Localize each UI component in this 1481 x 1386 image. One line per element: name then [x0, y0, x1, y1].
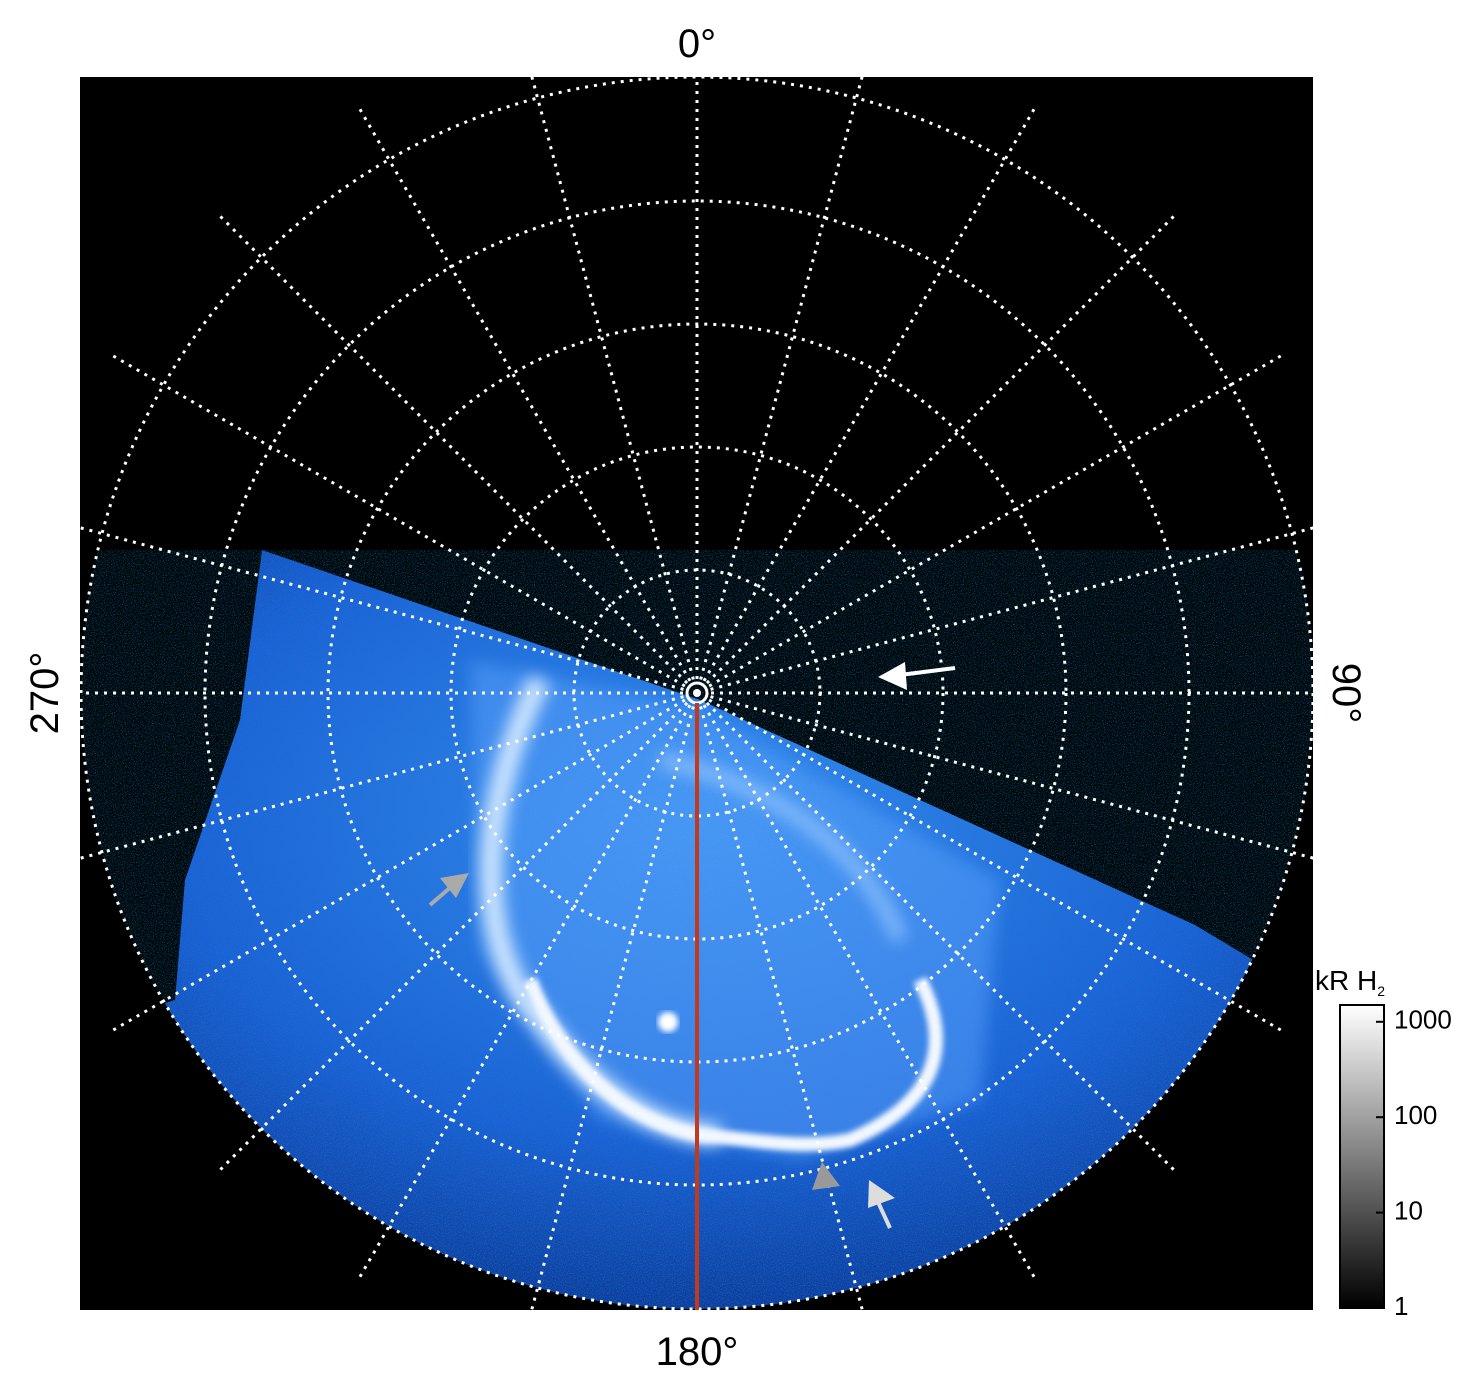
- meridian-line: [705, 211, 1179, 685]
- meridian-line: [355, 103, 692, 682]
- meridian-line: [530, 706, 695, 1310]
- meridian-line: [80, 695, 684, 860]
- meridian-line: [699, 77, 864, 680]
- colorbar-title-subscript: 2: [1377, 983, 1385, 999]
- meridian-line: [710, 695, 1313, 860]
- pole-dot: [693, 689, 701, 697]
- meridian-line: [710, 526, 1313, 691]
- meridian-line: [530, 77, 695, 680]
- colorbar-tick-label: 10: [1394, 1195, 1423, 1225]
- meridian-line: [705, 701, 1179, 1175]
- meridian-line: [708, 698, 1287, 1035]
- meridian-line: [355, 704, 692, 1283]
- aurora-image: [81, 550, 1313, 1309]
- direction-label: 270°: [23, 652, 67, 735]
- meridian-line: [107, 351, 686, 688]
- meridian-line: [702, 704, 1039, 1283]
- latitude-ring: [449, 445, 945, 941]
- colorbar-tick-label: 100: [1394, 1100, 1437, 1130]
- colorbar-ticks: 1 10 100 1000: [1376, 1005, 1452, 1321]
- latitude-ring: [80, 77, 1313, 1310]
- meridian-line: [80, 526, 684, 691]
- colorbar-title: kR H2: [1315, 965, 1385, 999]
- colorbar: [1339, 1004, 1385, 1309]
- direction-label: 0°: [678, 22, 716, 66]
- direction-label: 180°: [656, 1330, 739, 1374]
- latitude-ring: [326, 322, 1068, 1064]
- direction-label: 90°: [1324, 663, 1368, 724]
- meridian-line: [702, 103, 1039, 682]
- polar-grid: [80, 77, 1313, 1310]
- meridian-line: [215, 211, 689, 685]
- colorbar-tick-label: 1000: [1394, 1005, 1452, 1035]
- colorbar-title-text: kR H: [1315, 965, 1377, 996]
- meridian-line: [215, 701, 689, 1175]
- arrows: [428, 662, 956, 1229]
- meridian-line: [708, 351, 1287, 688]
- meridian-line: [107, 698, 686, 1035]
- colorbar-tick-label: 1: [1394, 1291, 1408, 1321]
- meridian-line: [699, 706, 864, 1310]
